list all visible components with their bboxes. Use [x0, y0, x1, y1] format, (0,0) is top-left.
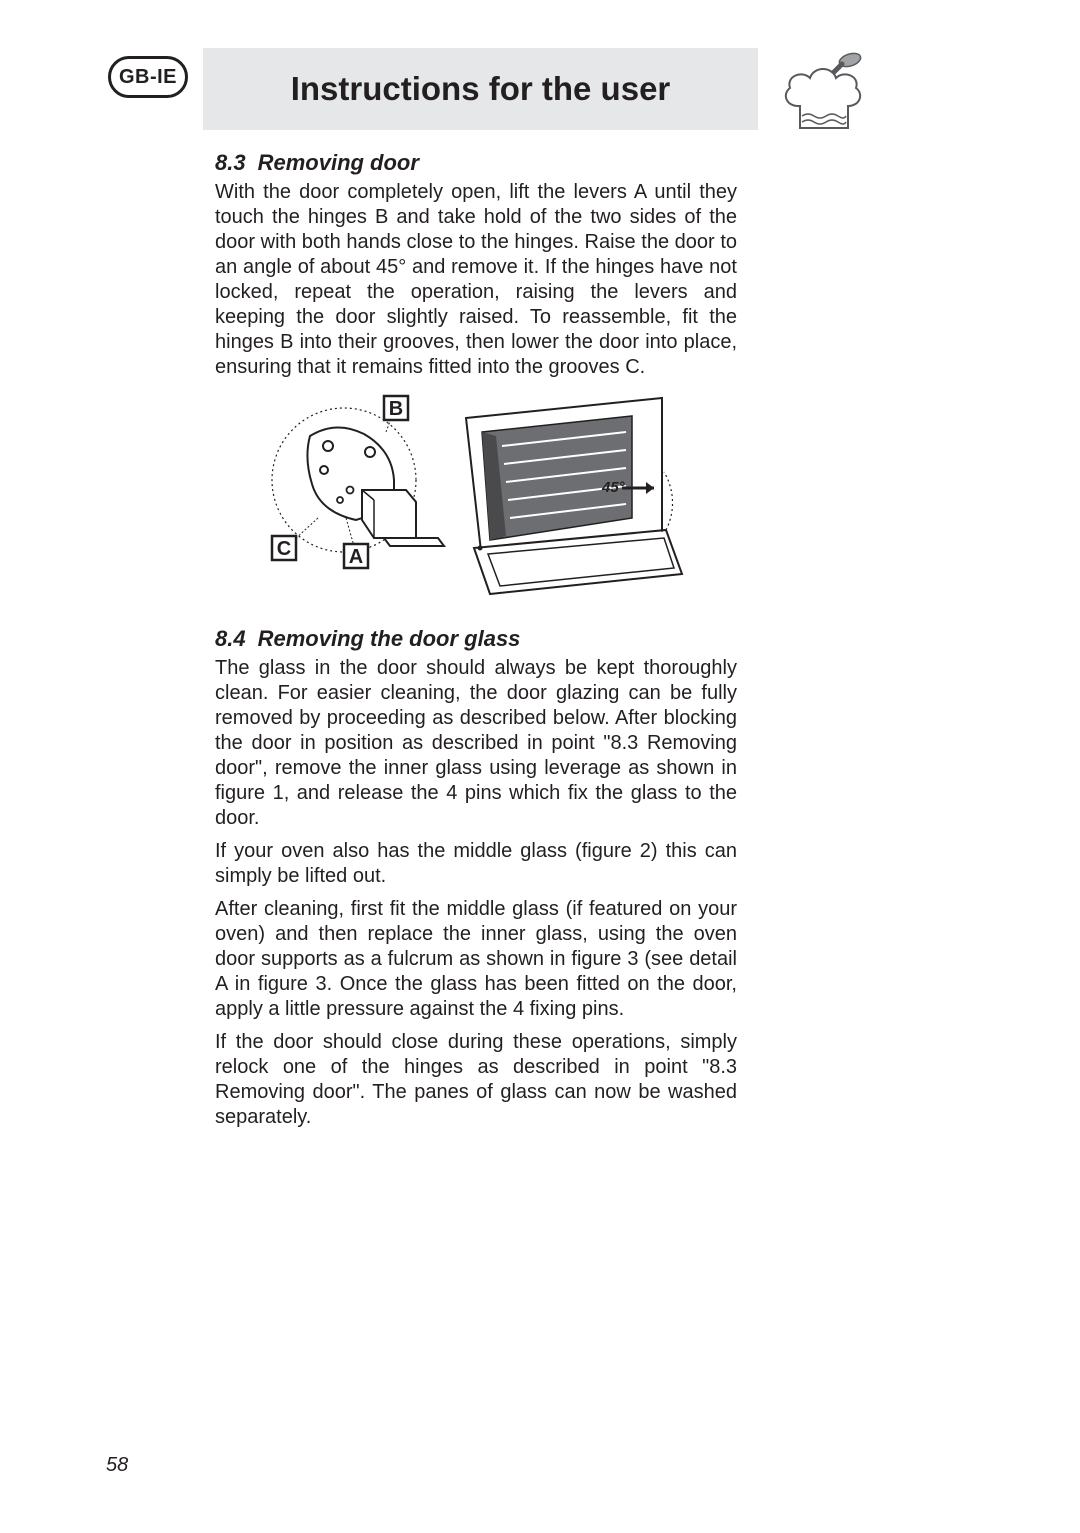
manual-page: GB-IE Instructions for the user 8.3 Remo… [0, 0, 1080, 1533]
section-heading-8-3: 8.3 Removing door [215, 150, 737, 176]
diagram-8-3: B A C [215, 388, 737, 608]
section-8-3-body: With the door completely open, lift the … [215, 180, 737, 380]
diagram-label-a: A [349, 546, 363, 568]
section-8-4-p4: If the door should close during these op… [215, 1030, 737, 1130]
page-number: 58 [106, 1454, 128, 1477]
page-header: GB-IE Instructions for the user [0, 48, 1080, 136]
language-badge: GB-IE [108, 56, 188, 98]
section-8-4-p2: If your oven also has the middle glass (… [215, 839, 737, 889]
title-banner: Instructions for the user [203, 48, 758, 130]
content-column: 8.3 Removing door With the door complete… [215, 150, 737, 1138]
language-badge-text: GB-IE [119, 66, 177, 89]
diagram-label-c: C [277, 538, 291, 560]
section-8-4-p1: The glass in the door should always be k… [215, 656, 737, 831]
section-number: 8.4 [215, 626, 246, 652]
section-number: 8.3 [215, 150, 246, 176]
oven-diagram: 45° [466, 398, 682, 594]
chef-hat-spoon-icon [780, 50, 868, 132]
section-title: Removing the door glass [258, 626, 521, 652]
section-title: Removing door [258, 150, 419, 176]
door-removal-diagram: B A C [266, 388, 686, 608]
section-heading-8-4: 8.4 Removing the door glass [215, 626, 737, 652]
section-8-4-p3: After cleaning, first fit the middle gla… [215, 897, 737, 1022]
diagram-angle-label: 45° [601, 479, 626, 496]
diagram-label-b: B [389, 398, 403, 420]
page-title: Instructions for the user [291, 70, 671, 108]
